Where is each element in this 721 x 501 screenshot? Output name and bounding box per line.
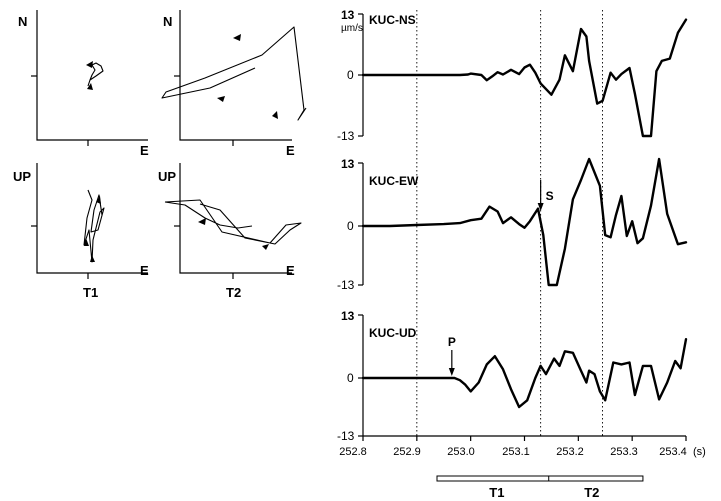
y-tick-label-top: 13: [341, 309, 355, 323]
particle-motion-panels: N E N E UP E T1: [13, 10, 307, 300]
trace-ew: [361, 157, 688, 287]
pm-up-label: UP: [13, 169, 31, 184]
trace-ud-group: [361, 338, 688, 409]
arrow-icon: [90, 255, 95, 262]
arrow-icon: [84, 238, 89, 246]
arrow-down-icon: [537, 203, 544, 211]
y-tick-label-top: 13: [341, 157, 355, 171]
unit-label: µm/s: [341, 23, 363, 34]
ew-title: KUC-EW: [369, 174, 419, 188]
ns-y-axis: 13 µm/s 0 -13 KUC-NS: [337, 8, 416, 143]
arrow-icon: [262, 244, 269, 250]
y-tick-label-zero: 0: [347, 68, 354, 82]
pm-t2-vertical-path: [164, 199, 302, 245]
pm-t1-horizontal: N E: [18, 10, 149, 158]
x-tick-label: 252.9: [393, 446, 421, 458]
trace-ew-group: [361, 157, 688, 287]
pm-e-label: E: [286, 143, 295, 158]
x-tick-label: 253.0: [447, 446, 475, 458]
y-tick-label-top: 13: [341, 8, 355, 22]
pm-t1-vertical: UP E T1: [13, 163, 149, 300]
x-tick-label: 253.1: [502, 446, 530, 458]
pm-t1-horizontal-path: [87, 62, 104, 87]
arrow-down-icon: [448, 368, 455, 376]
pm-t2-horizontal: N E: [161, 10, 307, 158]
s-label: S: [546, 189, 554, 203]
y-tick-label-zero: 0: [347, 371, 354, 385]
y-tick-label-bottom: -13: [337, 278, 355, 292]
pm-t2-label: T2: [226, 285, 241, 300]
x-tick-label: 253.2: [556, 446, 584, 458]
y-axes: 13 µm/s 0 -13 KUC-NS 13 0 -13 KUC-EW: [337, 8, 419, 443]
x-unit-label: (s): [693, 446, 706, 458]
y-tick-label-bottom: -13: [337, 429, 355, 443]
t1-window-label: T1: [489, 485, 504, 500]
window-bar-rect: [436, 475, 644, 482]
pm-axis: [36, 10, 148, 141]
x-axis: 252.8 252.9 253.0 253.1 253.2 253.3 253.…: [339, 435, 706, 458]
pm-axis: [179, 163, 292, 274]
s-pick: S: [537, 180, 554, 211]
arrow-icon: [96, 196, 101, 204]
trace-ns: [361, 18, 688, 138]
ew-y-axis: 13 0 -13 KUC-EW: [337, 157, 419, 292]
p-pick: P: [448, 335, 456, 376]
y-tick-label-zero: 0: [347, 219, 354, 233]
arrow-icon: [198, 218, 206, 225]
arrow-icon: [87, 83, 93, 90]
trace-ud: [361, 338, 688, 409]
pm-axis: [36, 163, 148, 274]
pm-e-label: E: [140, 263, 149, 278]
p-label: P: [448, 335, 456, 349]
y-tick-label-bottom: -13: [337, 129, 355, 143]
pm-t1-vertical-path: [83, 189, 105, 263]
pm-t2-horizontal-path: [161, 26, 307, 121]
x-tick-label: 253.3: [610, 446, 638, 458]
x-tick-label: 253.4: [659, 446, 687, 458]
pm-n-label: N: [18, 14, 27, 29]
trace-ns-group: [361, 18, 688, 138]
arrow-icon: [86, 61, 93, 68]
arrow-icon: [233, 34, 241, 41]
arrow-icon: [217, 96, 225, 102]
ns-title: KUC-NS: [369, 13, 416, 27]
pm-t1-label: T1: [83, 285, 98, 300]
pm-e-label: E: [286, 263, 295, 278]
x-tick-label: 252.8: [339, 446, 367, 458]
ud-title: KUC-UD: [369, 326, 417, 340]
pm-up-label: UP: [158, 169, 176, 184]
pm-axis: [179, 10, 292, 141]
pm-n-label: N: [163, 14, 172, 29]
x-ticks: [362, 436, 687, 441]
window-bar: T1 T2: [436, 475, 644, 500]
seismogram-panels: 13 µm/s 0 -13 KUC-NS 13 0 -13 KUC-EW: [337, 8, 706, 500]
pm-t2-vertical: UP E T2: [158, 163, 302, 300]
ud-y-axis: 13 0 -13 KUC-UD: [337, 309, 417, 443]
t2-window-label: T2: [584, 485, 599, 500]
arrow-icon: [272, 111, 278, 119]
pm-e-label: E: [140, 143, 149, 158]
